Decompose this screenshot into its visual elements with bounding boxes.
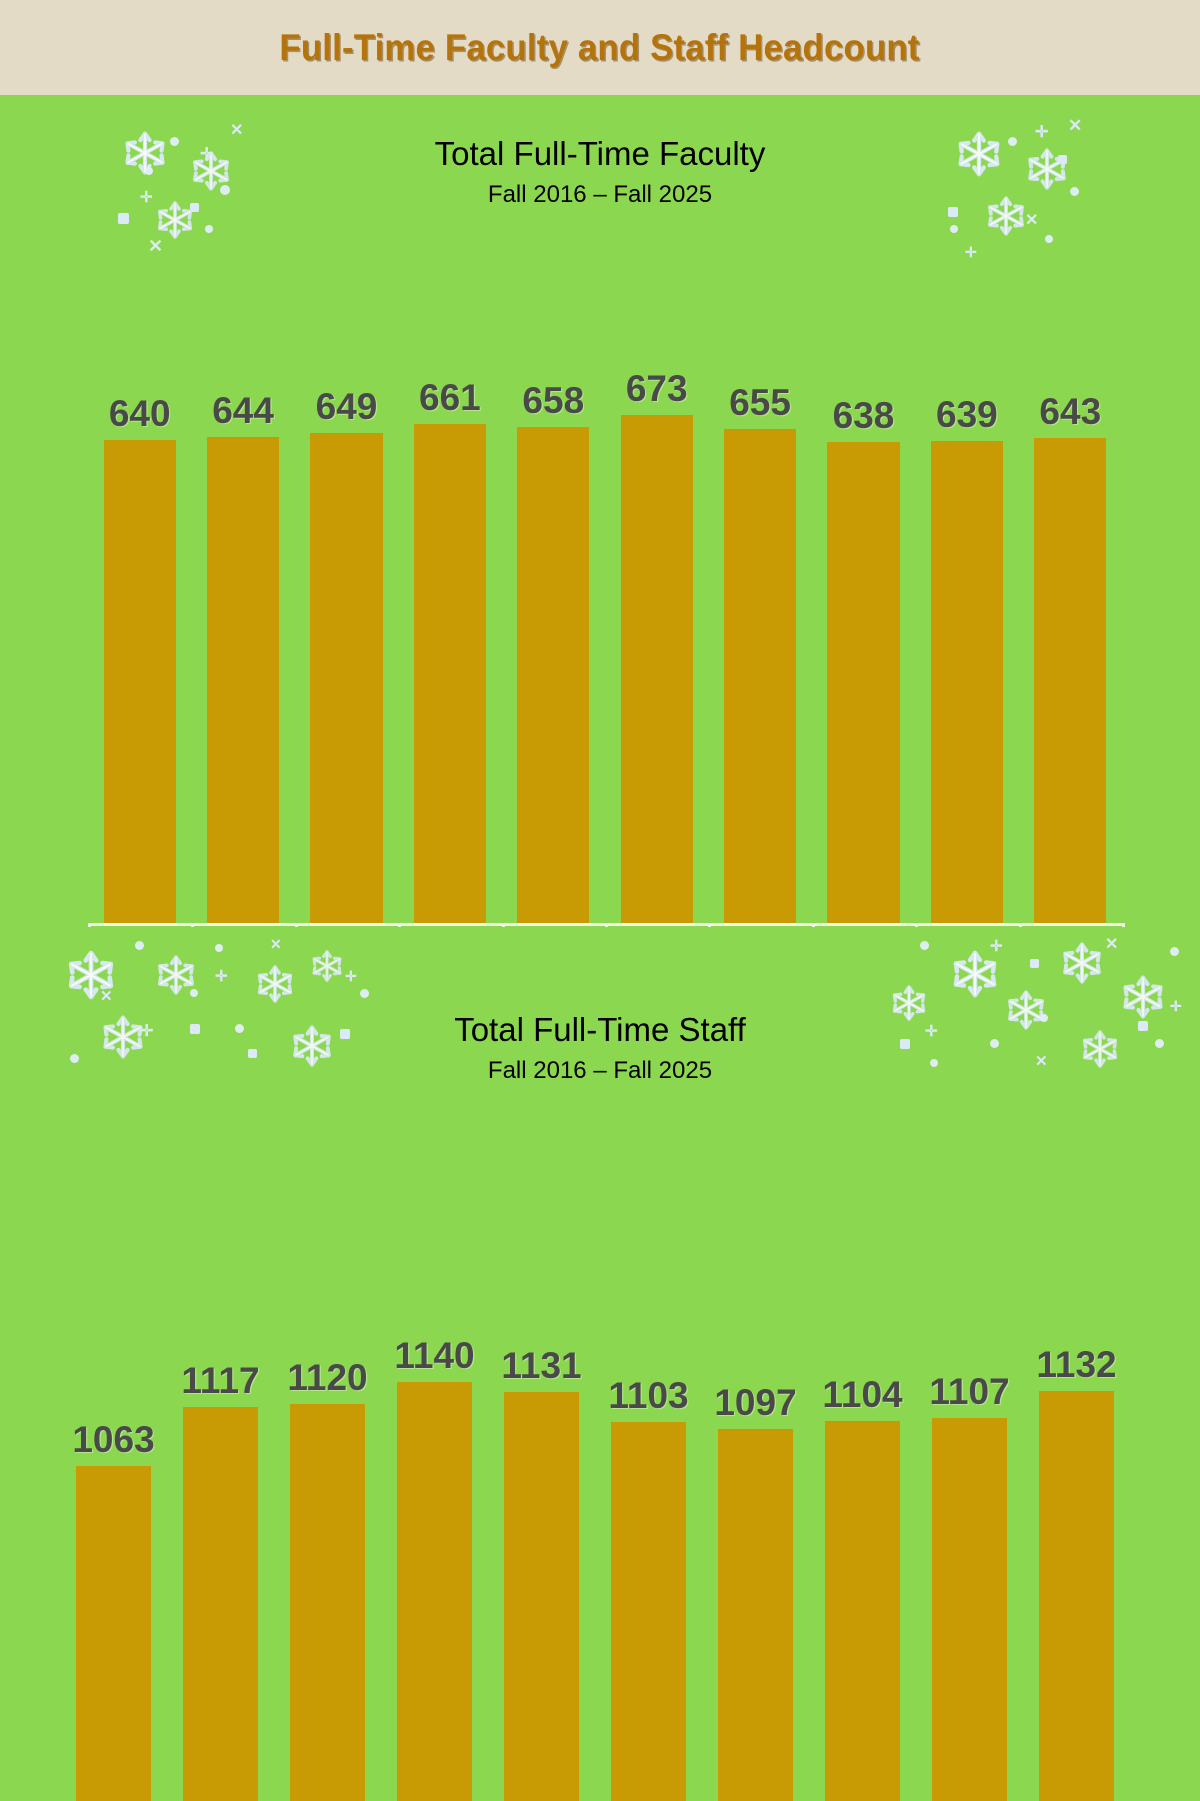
x-axis-tick-2017 <box>191 923 195 927</box>
bar-value-label-2022: 655 <box>729 381 791 423</box>
bar-value-label-2018: 649 <box>315 386 378 428</box>
bar-value-label-2021: 1103 <box>608 1375 689 1417</box>
bar-2020[interactable] <box>504 1391 579 1801</box>
bar-value-label-2023: 638 <box>832 394 895 436</box>
page-header: Full-Time Faculty and Staff Headcount <box>0 0 1200 95</box>
bar-value-label-2021: 673 <box>625 368 688 410</box>
bar-value-label-2017: 1117 <box>181 1359 260 1401</box>
bar-2021[interactable] <box>611 1422 686 1801</box>
bar-value-label-2025: 643 <box>1039 390 1102 432</box>
chart-subtitle-faculty: Fall 2016 – Fall 2025 <box>487 181 713 208</box>
chart-title-staff: Total Full-Time Staff <box>454 1011 746 1048</box>
chart-panel-staff: ✛ ✛ ✛ ✕ ✕ ✛ ✛ ✛ ✕ ✕ Total Full-Time Staff Fall 2… <box>0 929 1200 1801</box>
chart-subtitle-staff: Fall 2016 – Fall 2025 <box>487 1057 713 1084</box>
chart-title-faculty: Total Full-Time Faculty <box>434 135 766 172</box>
bar-2019[interactable] <box>397 1381 472 1801</box>
bar-2024[interactable] <box>930 441 1004 923</box>
x-axis-tick-2019 <box>398 923 402 927</box>
x-axis-tick-2020 <box>501 923 505 927</box>
bar-2018[interactable] <box>310 433 383 923</box>
bar-2023[interactable] <box>825 1421 900 1801</box>
bar-2016[interactable] <box>76 1465 151 1801</box>
bar-2021[interactable] <box>620 415 693 923</box>
bar-2017[interactable] <box>183 1406 258 1801</box>
bar-2024[interactable] <box>932 1417 1007 1801</box>
bar-value-label-2016: 1063 <box>72 1418 155 1460</box>
x-axis-tick-2025 <box>1018 923 1022 927</box>
bar-2025[interactable] <box>1039 1390 1114 1801</box>
bar-value-label-2020: 1131 <box>501 1344 582 1386</box>
x-axis-tick-end <box>1122 923 1125 927</box>
bar-2025[interactable] <box>1034 437 1107 923</box>
bar-2023[interactable] <box>827 441 900 923</box>
bar-value-label-2017: 644 <box>212 390 274 432</box>
x-axis-tick-2016 <box>88 923 91 927</box>
bar-2017[interactable] <box>206 437 280 923</box>
chart-panel-faculty: ✛ ✛ ✕ ✕ ✛ ✛ ✕ ✕ Total Full-Time Faculty Fall 2… <box>0 95 1200 927</box>
x-axis-tick-2021 <box>605 923 608 927</box>
bar-2016[interactable] <box>103 440 176 923</box>
bar-value-label-2022: 1097 <box>714 1381 797 1423</box>
bar-value-label-2016: 640 <box>108 393 171 435</box>
bar-2018[interactable] <box>290 1403 365 1801</box>
x-axis-tick-2023 <box>811 923 815 927</box>
bar-value-label-2024: 639 <box>936 394 998 435</box>
bar-value-label-2018: 1120 <box>287 1356 368 1398</box>
bar-2022[interactable] <box>723 428 797 923</box>
plot-area-staff: 1063201611172017112020181140201911312020… <box>0 929 1200 1801</box>
bar-value-label-2020: 658 <box>522 379 585 421</box>
plot-area-faculty: 6402016644201764920186612019658202067320… <box>0 95 1200 927</box>
bar-value-label-2019: 1140 <box>394 1334 475 1376</box>
bar-2019[interactable] <box>413 424 487 923</box>
x-axis-tick-2022 <box>708 923 712 927</box>
bar-2020[interactable] <box>517 426 590 923</box>
x-axis-tick-2018 <box>294 923 298 927</box>
bar-value-label-2023: 1104 <box>822 1374 903 1416</box>
bar-value-label-2025: 1132 <box>1036 1343 1117 1385</box>
x-axis-tick-2024 <box>915 923 919 927</box>
bar-2022[interactable] <box>718 1428 793 1801</box>
page-title: Full-Time Faculty and Staff Headcount <box>279 26 921 68</box>
bar-value-label-2024: 1107 <box>929 1370 1010 1412</box>
bar-value-label-2019: 661 <box>419 377 481 419</box>
